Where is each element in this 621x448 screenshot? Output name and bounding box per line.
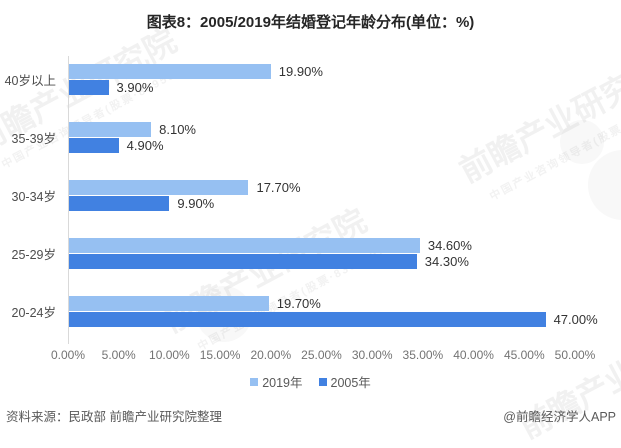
x-axis: 0.00% 5.00% 10.00% 15.00% 20.00% 25.00% 30.00%…: [51, 348, 595, 363]
legend-swatch: [318, 377, 327, 386]
bar-value-label: 3.90%: [116, 80, 154, 95]
bar-2019年-35-39岁: [69, 122, 152, 137]
x-axis-tick: 30.00%: [351, 348, 393, 362]
y-axis-label: 35-39岁: [11, 132, 56, 146]
bar-2019年-25-29岁: [69, 238, 420, 253]
bar-value-label: 19.70%: [276, 296, 321, 311]
y-axis-label: 30-34岁: [11, 190, 56, 204]
x-axis-tick: 10.00%: [149, 348, 190, 362]
x-axis-tick: 40.00%: [453, 348, 494, 362]
legend-swatch: [250, 377, 259, 386]
x-axis-tick: 15.00%: [199, 348, 241, 362]
chart-page: 前瞻产业研究院 中国产业咨询领导者(股票·839599) 前瞻产业研究院 中国产…: [0, 14, 621, 446]
legend-item-2019年: 2019年: [250, 372, 303, 391]
watermark-logo: [588, 150, 621, 220]
y-axis-labels: 40岁以上 35-39岁 30-34岁 25-29岁 20-24岁: [0, 56, 62, 344]
legend-item-2005年: 2005年: [318, 372, 371, 391]
bar-2019年-40岁以上: [69, 64, 271, 79]
legend: 2019年 2005年: [0, 372, 621, 391]
legend-label: 2019年: [262, 376, 303, 390]
x-axis-tick: 0.00%: [50, 348, 86, 362]
bar-2005年-25-29岁: [69, 254, 417, 269]
bar-2005年-35-39岁: [69, 138, 119, 153]
y-axis-label: 40岁以上: [4, 74, 56, 88]
x-axis-tick: 25.00%: [301, 348, 342, 362]
x-axis-tick: 50.00%: [554, 348, 596, 362]
bar-value-label: 34.60%: [427, 238, 472, 253]
bar-value-label: 17.70%: [256, 180, 301, 195]
bar-2005年-30-34岁: [69, 196, 170, 211]
bar-2019年-30-34岁: [69, 180, 249, 195]
x-axis-tick: 35.00%: [402, 348, 444, 362]
bar-2019年-20-24岁: [69, 296, 269, 311]
x-axis-tick: 45.00%: [503, 348, 545, 362]
source-note: 资料来源：民政部 前瞻产业研究院整理: [6, 410, 222, 424]
bar-value-label: 19.90%: [278, 64, 323, 79]
bar-2005年-20-24岁: [69, 312, 546, 327]
bar-value-label: 34.30%: [424, 254, 469, 269]
credit-note: @前瞻经济学人APP: [503, 410, 616, 424]
footer: 资料来源：民政部 前瞻产业研究院整理 @前瞻经济学人APP: [6, 406, 616, 425]
bar-2005年-40岁以上: [69, 80, 109, 95]
bar-value-label: 9.90%: [177, 196, 215, 211]
plot-area: 19.90% 3.90% 8.10% 4.90% 17.70% 9.90% 34.60% 34…: [68, 56, 598, 344]
legend-label: 2005年: [330, 376, 371, 390]
y-axis-label: 20-24岁: [11, 306, 56, 320]
x-axis-tick: 5.00%: [101, 348, 136, 362]
x-axis-tick: 20.00%: [250, 348, 292, 362]
y-axis-label: 25-29岁: [11, 248, 56, 262]
chart-title: 图表8：2005/2019年结婚登记年龄分布(单位：%): [146, 14, 475, 31]
bar-value-label: 8.10%: [159, 122, 196, 137]
bar-value-label: 47.00%: [553, 312, 598, 327]
y-axis-line: [68, 56, 69, 344]
bar-value-label: 4.90%: [126, 138, 164, 153]
